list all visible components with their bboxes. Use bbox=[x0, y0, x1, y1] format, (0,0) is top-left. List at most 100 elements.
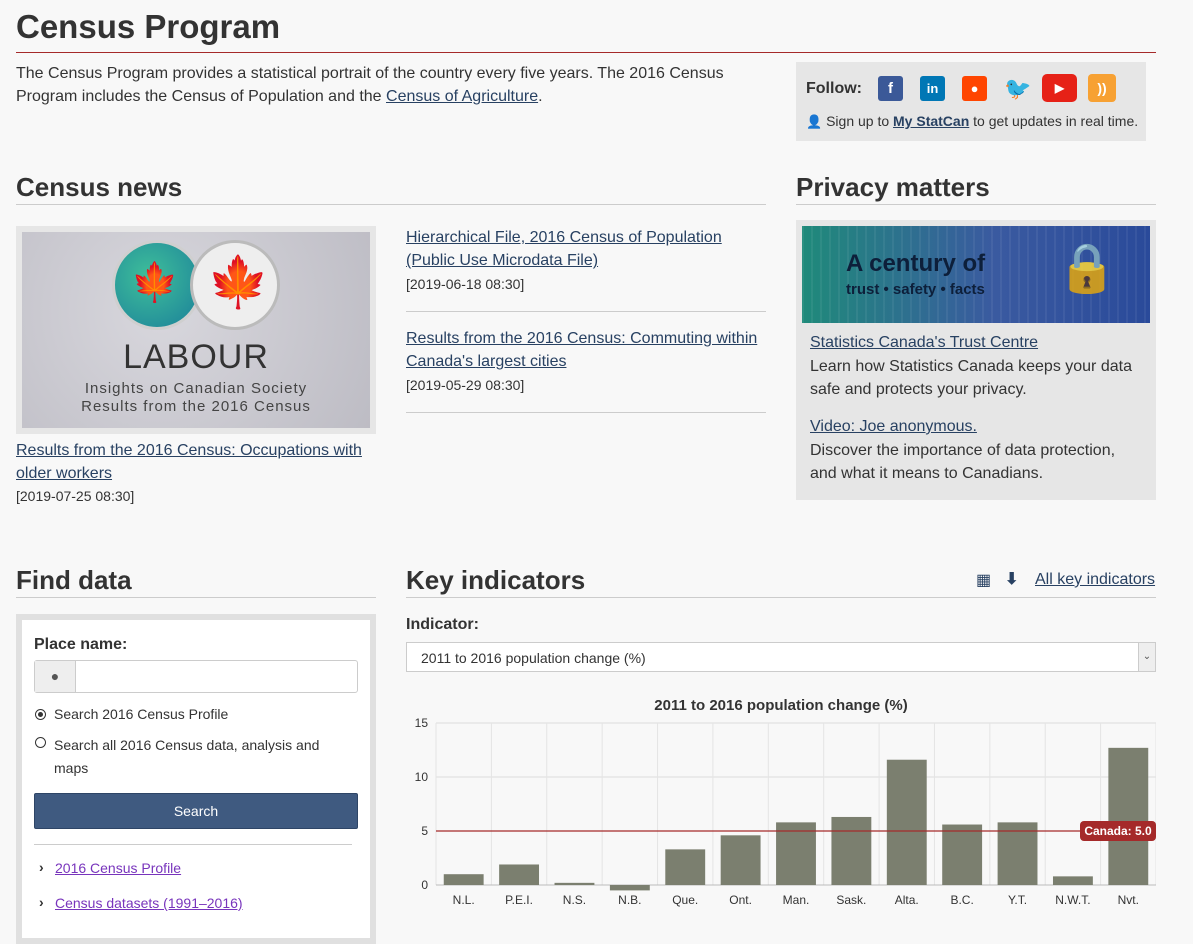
indicator-select[interactable]: 2011 to 2016 population change (%) ⌄ bbox=[406, 642, 1156, 672]
signup-line: 👤 Sign up to My StatCan to get updates i… bbox=[806, 113, 1138, 130]
maple-leaf-icon: 🍁 bbox=[190, 240, 280, 330]
y-tick-label: 0 bbox=[421, 878, 428, 892]
joe-anonymous-text: Discover the importance of data protecti… bbox=[810, 442, 1116, 482]
y-tick-label: 10 bbox=[415, 770, 429, 784]
linkedin-icon[interactable]: in bbox=[920, 76, 945, 101]
news-divider-1 bbox=[406, 311, 766, 312]
bar-nwt[interactable] bbox=[1052, 876, 1093, 885]
search-button[interactable]: Search bbox=[34, 793, 358, 829]
census-profile-link[interactable]: 2016 Census Profile bbox=[55, 860, 182, 876]
intro-paragraph: The Census Program provides a statistica… bbox=[16, 62, 756, 108]
census-logo-green-icon: 🍁 bbox=[112, 240, 202, 330]
x-tick-label: Y.T. bbox=[1008, 893, 1027, 907]
trust-centre-text: Learn how Statistics Canada keeps your d… bbox=[810, 358, 1132, 398]
bar-nb[interactable] bbox=[609, 885, 650, 891]
news-date-1: [2019-06-18 08:30] bbox=[406, 276, 525, 292]
x-tick-label: Que. bbox=[672, 893, 698, 907]
key-indicators-divider bbox=[406, 597, 1156, 598]
bar-man[interactable] bbox=[776, 822, 816, 885]
bar-alta[interactable] bbox=[886, 759, 927, 885]
feature-image-frame[interactable]: 🍁 🍁 LABOUR Insights on Canadian Society … bbox=[16, 226, 376, 434]
x-tick-label: Sask. bbox=[836, 893, 866, 907]
banner-subtitle: trust • safety • facts bbox=[846, 281, 985, 298]
population-change-chart: 2011 to 2016 population change (%) Canad… bbox=[415, 697, 1156, 907]
news-link-2[interactable]: Results from the 2016 Census: Commuting … bbox=[406, 330, 758, 370]
y-tick-label: 15 bbox=[415, 716, 429, 730]
privacy-banner[interactable]: A century of trust • safety • facts 🔒 bbox=[802, 226, 1150, 323]
radio-census-profile[interactable] bbox=[35, 709, 46, 720]
privacy-divider bbox=[796, 204, 1156, 205]
place-name-label: Place name: bbox=[34, 636, 128, 653]
signup-pre: Sign up to bbox=[826, 113, 894, 129]
joe-anonymous-video-link[interactable]: Video: Joe anonymous. bbox=[810, 418, 977, 435]
bar-ns[interactable] bbox=[554, 882, 595, 885]
feature-news-date: [2019-07-25 08:30] bbox=[16, 488, 135, 504]
census-news-divider bbox=[16, 204, 766, 205]
feature-news-link[interactable]: Results from the 2016 Census: Occupation… bbox=[16, 442, 362, 482]
x-tick-label: Ont. bbox=[729, 893, 752, 907]
download-icon[interactable]: ⬇ bbox=[1005, 571, 1019, 588]
globe-icon: ● bbox=[35, 661, 76, 692]
news-divider-2 bbox=[406, 412, 766, 413]
follow-box: Follow: f in ● 🐦 ▶ )) 👤 Sign up to My St… bbox=[796, 62, 1146, 141]
key-indicators-heading: Key indicators bbox=[406, 565, 586, 595]
chevron-down-icon[interactable]: ⌄ bbox=[1138, 643, 1155, 671]
bar-ont[interactable] bbox=[720, 835, 761, 885]
privacy-box: A century of trust • safety • facts 🔒 St… bbox=[796, 220, 1156, 500]
chart-reference: Canada: 5.0 bbox=[436, 821, 1156, 841]
census-datasets-link[interactable]: Census datasets (1991–2016) bbox=[55, 895, 243, 911]
x-tick-label: Alta. bbox=[895, 893, 919, 907]
user-icon: 👤 bbox=[806, 114, 823, 129]
signup-post: to get updates in real time. bbox=[969, 113, 1139, 129]
feature-image-sub2: Results from the 2016 Census bbox=[81, 398, 311, 415]
table-icon[interactable]: ▦ bbox=[976, 572, 992, 589]
x-tick-label: Man. bbox=[783, 893, 810, 907]
bar-que[interactable] bbox=[665, 849, 706, 885]
chevron-right-icon: › bbox=[39, 859, 44, 875]
bar-nvt[interactable] bbox=[1108, 747, 1149, 885]
youtube-icon[interactable]: ▶ bbox=[1042, 74, 1077, 102]
find-data-divider bbox=[16, 597, 376, 598]
feature-image-sub1: Insights on Canadian Society bbox=[84, 380, 308, 397]
bar-nl[interactable] bbox=[443, 874, 484, 885]
labour-feature-image: 🍁 🍁 LABOUR Insights on Canadian Society … bbox=[22, 232, 370, 428]
bar-yt[interactable] bbox=[997, 822, 1038, 885]
x-tick-label: N.B. bbox=[618, 893, 641, 907]
news-link-1[interactable]: Hierarchical File, 2016 Census of Popula… bbox=[406, 229, 722, 269]
intro-end: . bbox=[538, 88, 543, 105]
indicator-selected-value: 2011 to 2016 population change (%) bbox=[421, 650, 646, 666]
find-data-box: Place name: ● Search 2016 Census Profile… bbox=[16, 614, 376, 944]
facebook-icon[interactable]: f bbox=[878, 76, 903, 101]
all-key-indicators-link[interactable]: All key indicators bbox=[1035, 571, 1156, 588]
reddit-icon[interactable]: ● bbox=[962, 76, 987, 101]
radio-census-profile-label[interactable]: Search 2016 Census Profile bbox=[54, 706, 229, 722]
radio-all-census-data[interactable] bbox=[35, 737, 46, 748]
banner-title: A century of bbox=[846, 250, 986, 277]
x-tick-label: B.C. bbox=[950, 893, 973, 907]
bar-sask[interactable] bbox=[831, 816, 872, 885]
trust-centre-link[interactable]: Statistics Canada's Trust Centre bbox=[810, 334, 1039, 351]
bar-pei[interactable] bbox=[499, 864, 540, 885]
x-tick-label: N.S. bbox=[563, 893, 586, 907]
census-news-heading: Census news bbox=[16, 172, 183, 202]
x-tick-label: N.W.T. bbox=[1055, 893, 1090, 907]
my-statcan-link[interactable]: My StatCan bbox=[893, 113, 970, 129]
place-name-input[interactable] bbox=[76, 661, 356, 692]
chart-y-labels: 0 5 10 15 bbox=[415, 716, 429, 892]
follow-label: Follow: bbox=[806, 80, 862, 97]
x-tick-label: P.E.I. bbox=[505, 893, 533, 907]
chart-title: 2011 to 2016 population change (%) bbox=[654, 697, 907, 714]
rss-icon[interactable]: )) bbox=[1088, 74, 1116, 102]
x-tick-label: Nvt. bbox=[1118, 893, 1139, 907]
canada-reference-badge bbox=[1080, 821, 1156, 841]
feature-image-title: LABOUR bbox=[123, 338, 269, 376]
twitter-icon[interactable]: 🐦 bbox=[1004, 76, 1032, 101]
bar-bc[interactable] bbox=[942, 824, 983, 885]
page-title: Census Program bbox=[16, 8, 281, 45]
indicator-label: Indicator: bbox=[406, 616, 479, 633]
intro-text: The Census Program provides a statistica… bbox=[16, 65, 724, 105]
padlock-icon: 🔒 bbox=[1057, 242, 1117, 295]
chart-bars bbox=[443, 747, 1149, 891]
census-of-agriculture-link[interactable]: Census of Agriculture bbox=[386, 88, 539, 105]
radio-all-census-data-label[interactable]: Search all 2016 Census data, analysis an… bbox=[54, 737, 320, 776]
